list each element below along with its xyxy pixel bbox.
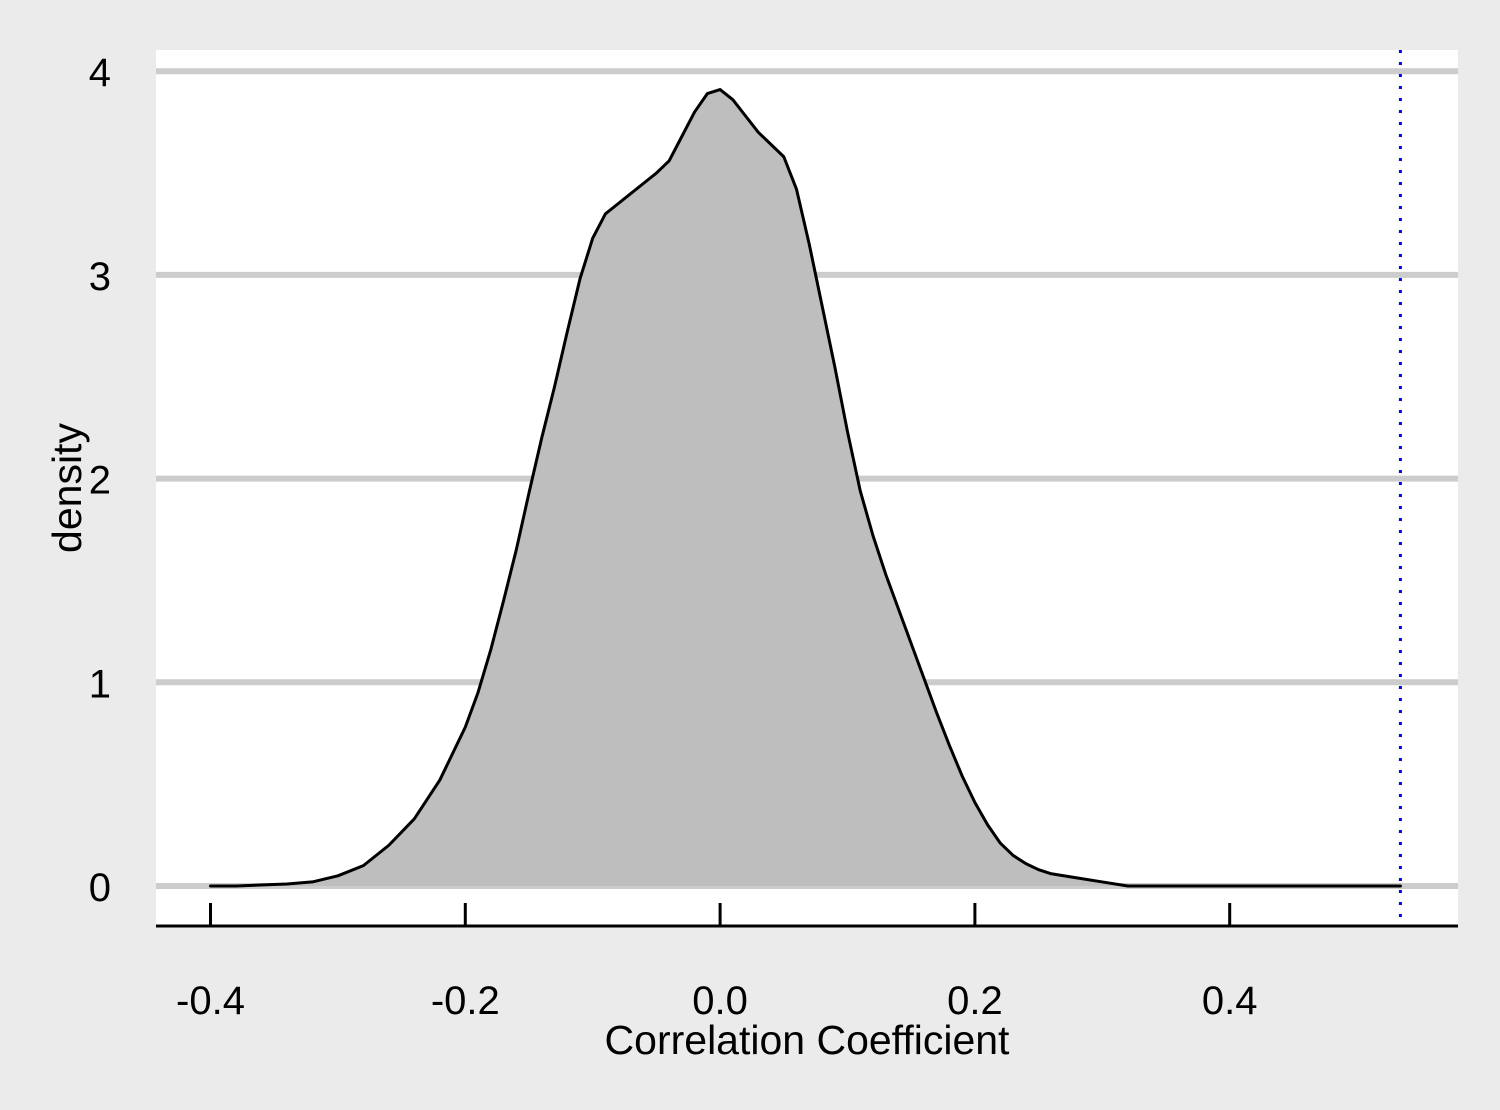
density-series	[209, 88, 1402, 888]
density-area	[210, 89, 1401, 886]
x-tick-label: 0.2	[947, 979, 1003, 1023]
x-tick-label: -0.2	[431, 979, 500, 1023]
y-tick-label: 1	[89, 662, 111, 706]
x-axis-title: Correlation Coefficient	[605, 1017, 1011, 1063]
x-tick-labels: -0.4 -0.2 0.0 0.2 0.4	[176, 979, 1257, 1023]
y-axis-title: density	[44, 423, 90, 553]
density-line	[209, 88, 1402, 888]
x-tick-label: -0.4	[176, 979, 245, 1023]
y-tick-label: 3	[89, 255, 111, 299]
y-tick-labels: 0 1 2 3 4	[89, 51, 111, 910]
y-tick-label: 0	[89, 866, 111, 910]
x-tick-label: 0.4	[1202, 979, 1258, 1023]
x-axis	[156, 903, 1458, 928]
x-tick-label: 0.0	[692, 979, 748, 1023]
y-tick-label: 2	[89, 459, 111, 503]
y-tick-label: 4	[89, 51, 111, 95]
